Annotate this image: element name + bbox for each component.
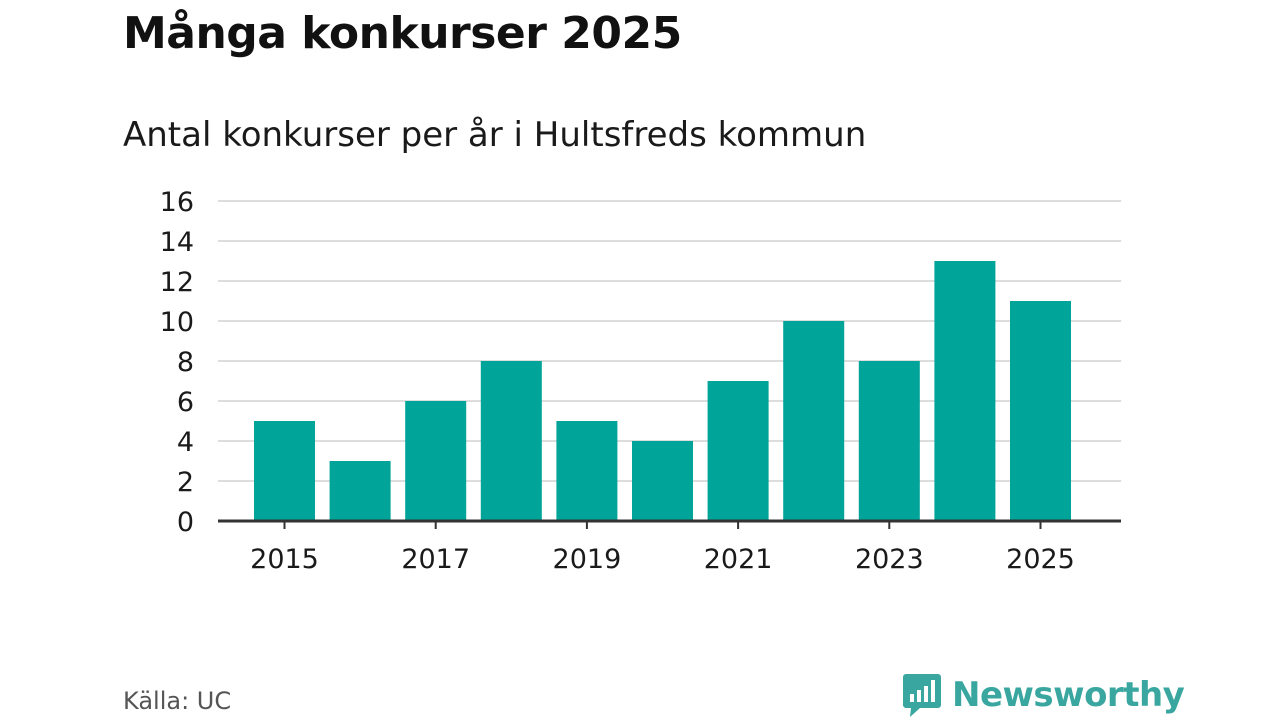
bar-2020 bbox=[632, 441, 693, 521]
x-axis-ticks: 2015 2017 2019 2021 2023 2025 bbox=[250, 521, 1075, 575]
bar-2018 bbox=[480, 361, 542, 521]
bars bbox=[254, 261, 1071, 521]
y-tick-label: 4 bbox=[177, 427, 194, 458]
y-tick-label: 2 bbox=[177, 467, 194, 498]
bar-2022 bbox=[783, 321, 845, 521]
y-axis-ticks: 0 2 4 6 8 10 12 14 16 bbox=[160, 187, 194, 538]
bar-2017 bbox=[405, 401, 467, 521]
bar-2015 bbox=[254, 421, 315, 521]
bar-2016 bbox=[329, 461, 391, 521]
x-tick-label: 2017 bbox=[401, 544, 470, 575]
y-tick-label: 6 bbox=[177, 387, 194, 418]
x-tick-label: 2021 bbox=[704, 544, 773, 575]
x-tick-label: 2023 bbox=[855, 544, 924, 575]
x-tick-label: 2015 bbox=[250, 544, 319, 575]
bar-2024 bbox=[934, 261, 996, 521]
chart-title: Många konkurser 2025 bbox=[123, 8, 682, 59]
chart-subtitle: Antal konkurser per år i Hultsfreds komm… bbox=[123, 115, 867, 155]
y-tick-label: 0 bbox=[177, 507, 194, 538]
source-note: Källa: UC bbox=[123, 687, 232, 715]
y-tick-label: 8 bbox=[177, 347, 194, 378]
bar-2019 bbox=[556, 421, 618, 521]
bar-2023 bbox=[858, 361, 920, 521]
bar-chart-speech-bubble-icon bbox=[903, 674, 941, 717]
y-tick-label: 12 bbox=[160, 267, 194, 298]
bar-2021 bbox=[707, 381, 769, 521]
newsworthy-logo[interactable]: Newsworthy bbox=[902, 670, 1185, 720]
y-tick-label: 14 bbox=[160, 227, 194, 258]
bar-2025 bbox=[1010, 301, 1071, 521]
x-tick-label: 2025 bbox=[1006, 544, 1075, 575]
bar-chart: 0 2 4 6 8 10 12 14 16 2015 2017 2019 2021 2023 2025 bbox=[160, 187, 1121, 575]
x-tick-label: 2019 bbox=[553, 544, 622, 575]
y-tick-label: 10 bbox=[160, 307, 194, 338]
y-tick-label: 16 bbox=[160, 187, 194, 218]
brand-name: Newsworthy bbox=[952, 675, 1185, 715]
